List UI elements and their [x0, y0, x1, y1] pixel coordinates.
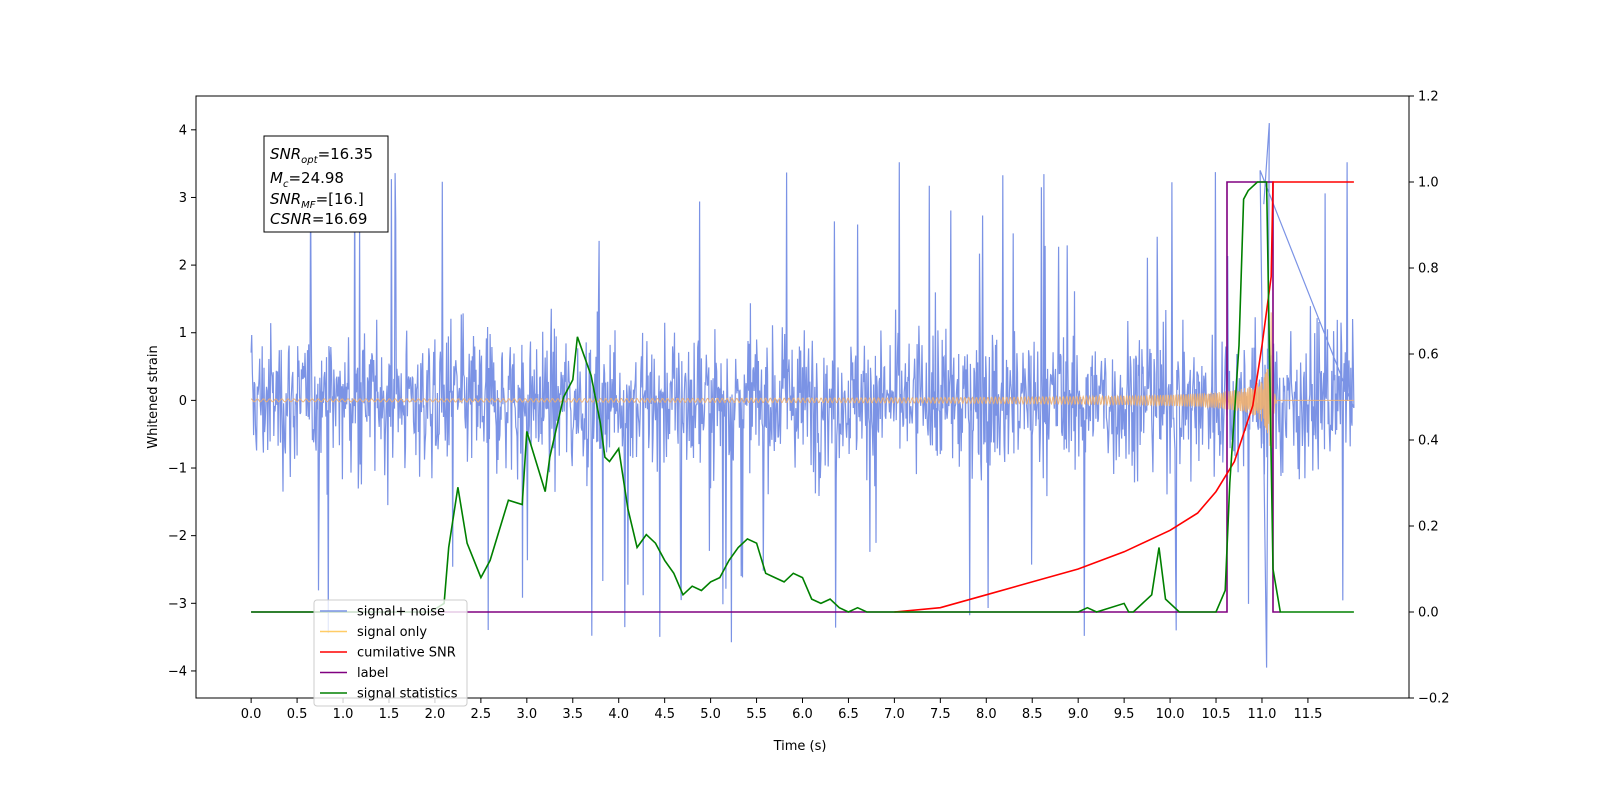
x-tick-label: 10.0: [1156, 707, 1185, 722]
y-right-tick-label: 0.8: [1418, 262, 1439, 277]
legend-label: label: [357, 666, 388, 681]
x-tick-label: 5.5: [746, 707, 767, 722]
y-right-tick-label: 0.0: [1418, 606, 1439, 621]
legend-box: [313, 599, 468, 707]
x-tick-label: 2.5: [471, 707, 492, 722]
x-tick-label: 0.5: [287, 707, 308, 722]
y-left-tick-label: 4: [179, 123, 187, 138]
x-tick-label: 7.0: [884, 707, 905, 722]
x-tick-label: 6.5: [838, 707, 859, 722]
x-tick-label: 9.0: [1068, 707, 1089, 722]
y-left-tick-label: 2: [179, 259, 187, 274]
x-tick-label: 1.5: [379, 707, 400, 722]
legend-label: signal only: [357, 625, 427, 640]
x-tick-label: 2.0: [425, 707, 446, 722]
x-tick-label: 11.0: [1247, 707, 1276, 722]
legend-label: signal statistics: [357, 687, 458, 702]
y-right-tick-label: 0.2: [1418, 520, 1439, 535]
x-tick-label: 5.0: [700, 707, 721, 722]
x-tick-label: 0.0: [241, 707, 262, 722]
series-signal-statistics: [251, 181, 1354, 613]
legend-label: signal+ noise: [357, 605, 445, 620]
y-axis-left-label: Whitened strain: [146, 345, 161, 448]
x-tick-label: 6.0: [792, 707, 813, 722]
series-layer: [250, 123, 1355, 668]
x-tick-label: 10.5: [1202, 707, 1231, 722]
x-tick-label: 4.5: [654, 707, 675, 722]
x-tick-label: 8.0: [976, 707, 997, 722]
y-axis-left-ticks: 4 3 2 1 0 −1 −2 −3 −4: [168, 123, 196, 679]
y-right-tick-label: 1.2: [1418, 90, 1439, 105]
series-signal-only: [250, 312, 1354, 449]
annotation-mc: Mc=24.98: [270, 169, 344, 190]
y-left-tick-label: 0: [179, 394, 187, 409]
annotation-csnr: CSNR=16.69: [270, 210, 367, 228]
x-tick-label: 8.5: [1022, 707, 1043, 722]
series-signal-plus-noise: [250, 123, 1355, 668]
x-tick-label: 1.0: [333, 707, 354, 722]
x-tick-label: 3.0: [516, 707, 537, 722]
x-axis-ticks: 0.0 0.5 1.0 1.5 2.0 2.5 3.0 3.5 4.0 4.5 5.0 5.5 6.0 6…: [241, 698, 1322, 722]
x-tick-label: 7.5: [930, 707, 951, 722]
y-left-tick-label: 1: [179, 326, 187, 341]
annotation-box: SNRopt=16.35 Mc=24.98 SNRMF=[16.] CSNR=1…: [263, 135, 389, 233]
y-left-tick-label: −1: [168, 462, 187, 477]
y-right-tick-label: 0.6: [1418, 348, 1439, 363]
y-right-tick-label: −0.2: [1418, 692, 1450, 707]
x-axis-label: Time (s): [773, 739, 827, 754]
legend: signal+ noise signal only cumilative SNR la…: [313, 599, 468, 707]
y-axis-right-ticks: 1.2 1.0 0.8 0.6 0.4 0.2 0.0 −0.2: [1409, 90, 1450, 707]
annotation-snr-mf: SNRMF=[16.]: [270, 190, 364, 211]
y-right-tick-label: 0.4: [1418, 434, 1439, 449]
legend-label: cumilative SNR: [357, 646, 456, 661]
y-left-tick-label: −3: [168, 597, 187, 612]
y-left-tick-label: −2: [168, 529, 187, 544]
annotation-snr-opt: SNRopt=16.35: [270, 145, 373, 166]
x-tick-label: 4.0: [608, 707, 629, 722]
x-tick-label: 9.5: [1114, 707, 1135, 722]
y-left-tick-label: 3: [179, 191, 187, 206]
y-right-tick-label: 1.0: [1418, 176, 1439, 191]
x-tick-label: 3.5: [562, 707, 583, 722]
y-left-tick-label: −4: [168, 664, 187, 679]
x-tick-label: 11.5: [1293, 707, 1322, 722]
